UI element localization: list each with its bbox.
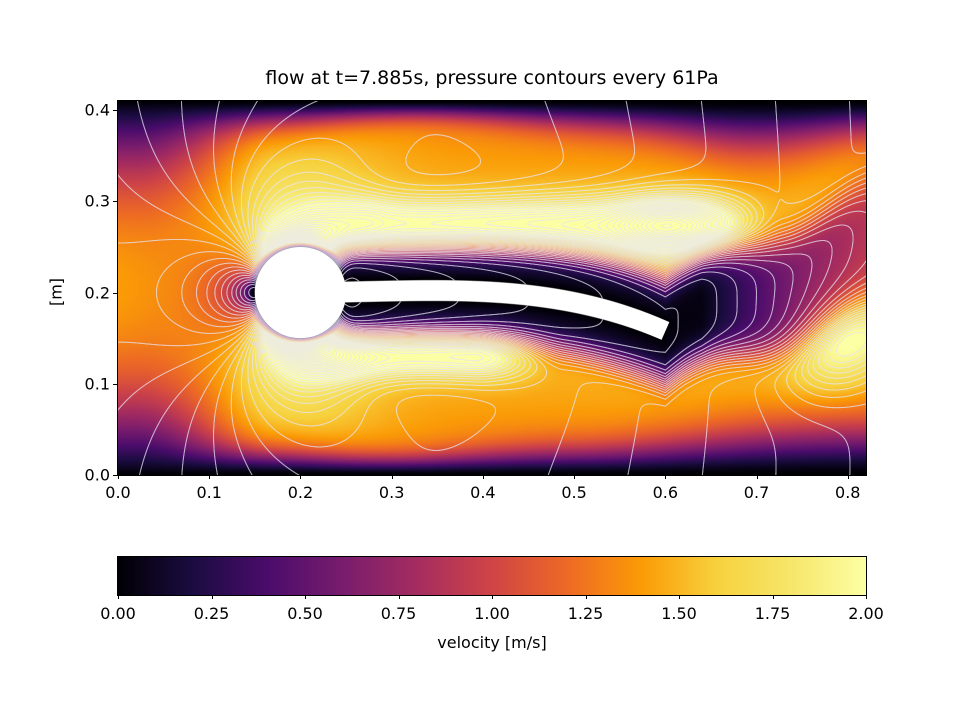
x-tick-mark <box>209 475 211 479</box>
colorbar-tick-mark <box>585 595 587 599</box>
x-tick-label: 0.1 <box>196 483 222 502</box>
x-tick-label: 0.3 <box>378 483 405 502</box>
colorbar-gradient <box>118 557 866 595</box>
x-tick-mark <box>300 475 302 479</box>
colorbar-tick-mark <box>679 595 680 599</box>
colorbar-tick-label: 0.50 <box>287 604 323 623</box>
colorbar-tick-label: 0.00 <box>100 604 136 623</box>
x-tick-mark <box>665 475 667 479</box>
colorbar-tick-label: 1.50 <box>661 604 697 623</box>
y-tick-mark <box>113 292 117 294</box>
y-tick-mark <box>113 383 117 385</box>
y-axis-label: [m] <box>46 277 66 307</box>
x-tick-label: 0.5 <box>561 483 587 502</box>
colorbar-tick-label: 1.25 <box>567 604 604 623</box>
x-tick-mark <box>482 475 484 479</box>
flow-field-canvas <box>118 101 866 475</box>
colorbar-tick-label: 1.00 <box>474 604 510 623</box>
y-tick-label: 0.1 <box>84 374 110 394</box>
x-tick-label: 0.4 <box>470 483 496 502</box>
y-tick-label: 0.0 <box>84 465 110 485</box>
colorbar-tick-mark <box>492 595 493 599</box>
plot-area <box>118 101 866 475</box>
colorbar-tick-mark <box>772 595 774 599</box>
x-tick-label: 0.7 <box>743 483 770 502</box>
colorbar-tick-label: 0.25 <box>193 604 230 623</box>
plot-title: flow at t=7.885s, pressure contours ever… <box>265 67 719 89</box>
y-tick-mark <box>113 475 117 476</box>
y-tick-label: 0.2 <box>84 283 110 303</box>
y-tick-label: 0.4 <box>84 100 110 120</box>
colorbar-tick-label: 2.00 <box>848 604 884 623</box>
x-tick-mark <box>391 475 393 479</box>
colorbar-tick-mark <box>211 595 213 599</box>
y-tick-mark <box>113 201 117 203</box>
x-tick-label: 0.8 <box>835 483 861 502</box>
colorbar-tick-mark <box>866 595 867 599</box>
x-tick-mark <box>847 475 849 479</box>
colorbar-tick-label: 1.75 <box>754 604 791 623</box>
y-tick-mark <box>113 110 117 112</box>
x-tick-label: 0.2 <box>287 483 314 502</box>
x-tick-mark <box>756 475 758 479</box>
colorbar-tick-mark <box>398 595 400 599</box>
x-tick-label: 0.6 <box>652 483 679 502</box>
colorbar-tick-label: 0.75 <box>380 604 417 623</box>
colorbar-tick-mark <box>118 595 119 599</box>
x-tick-mark <box>574 475 576 479</box>
x-tick-label: 0.0 <box>105 483 131 502</box>
colorbar-tick-mark <box>305 595 306 599</box>
colorbar-label: velocity [m/s] <box>437 633 547 652</box>
x-tick-mark <box>118 475 119 479</box>
y-tick-label: 0.3 <box>84 191 110 211</box>
